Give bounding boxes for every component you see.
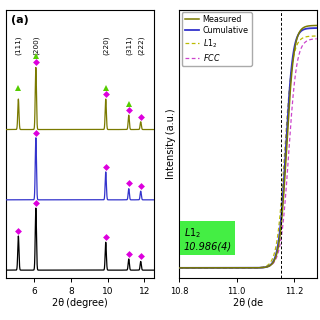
$FCC$ <box>297 52 301 56</box>
Measured <box>312 24 316 28</box>
Measured <box>315 24 319 28</box>
Measured <box>193 266 197 270</box>
Cumulative <box>193 266 197 270</box>
Cumulative <box>201 266 205 270</box>
$L1_2$ <box>230 266 234 270</box>
Line: Measured: Measured <box>179 26 317 268</box>
$L1_2$ <box>312 34 316 38</box>
Y-axis label: Intensity (a.u.): Intensity (a.u.) <box>166 109 176 179</box>
Text: (111): (111) <box>15 36 22 55</box>
Cumulative <box>177 266 181 270</box>
$L1_2$ <box>193 266 197 270</box>
Cumulative <box>236 266 240 270</box>
$L1_2$ <box>236 266 240 270</box>
Text: (200): (200) <box>33 36 39 55</box>
Legend: Measured, Cumulative, $L1_2$, $FCC$: Measured, Cumulative, $L1_2$, $FCC$ <box>182 12 252 66</box>
$L1_2$ <box>297 39 301 43</box>
Measured <box>236 266 240 270</box>
Text: (220): (220) <box>102 36 109 55</box>
Line: Cumulative: Cumulative <box>179 28 317 268</box>
X-axis label: 2θ (degree): 2θ (degree) <box>52 298 108 308</box>
$FCC$ <box>193 266 197 270</box>
$FCC$ <box>312 37 316 41</box>
$FCC$ <box>177 266 181 270</box>
Cumulative <box>297 31 301 35</box>
Text: (311): (311) <box>125 36 132 55</box>
$FCC$ <box>201 266 205 270</box>
Line: $L1_2$: $L1_2$ <box>179 36 317 268</box>
X-axis label: 2θ (de: 2θ (de <box>233 298 263 308</box>
Measured <box>297 30 301 34</box>
$L1_2$ <box>177 266 181 270</box>
Text: $L1_2$
10.986(4): $L1_2$ 10.986(4) <box>183 226 232 252</box>
Measured <box>201 266 205 270</box>
$FCC$ <box>236 266 240 270</box>
$L1_2$ <box>315 34 319 38</box>
$FCC$ <box>315 37 319 41</box>
Line: $FCC$: $FCC$ <box>179 39 317 268</box>
$L1_2$ <box>201 266 205 270</box>
Text: (222): (222) <box>138 36 144 55</box>
Text: (a): (a) <box>11 15 28 25</box>
$FCC$ <box>230 266 234 270</box>
Text: (b): (b) <box>183 15 202 25</box>
Cumulative <box>315 26 319 30</box>
Cumulative <box>230 266 234 270</box>
Measured <box>230 266 234 270</box>
Measured <box>177 266 181 270</box>
Cumulative <box>312 26 316 30</box>
